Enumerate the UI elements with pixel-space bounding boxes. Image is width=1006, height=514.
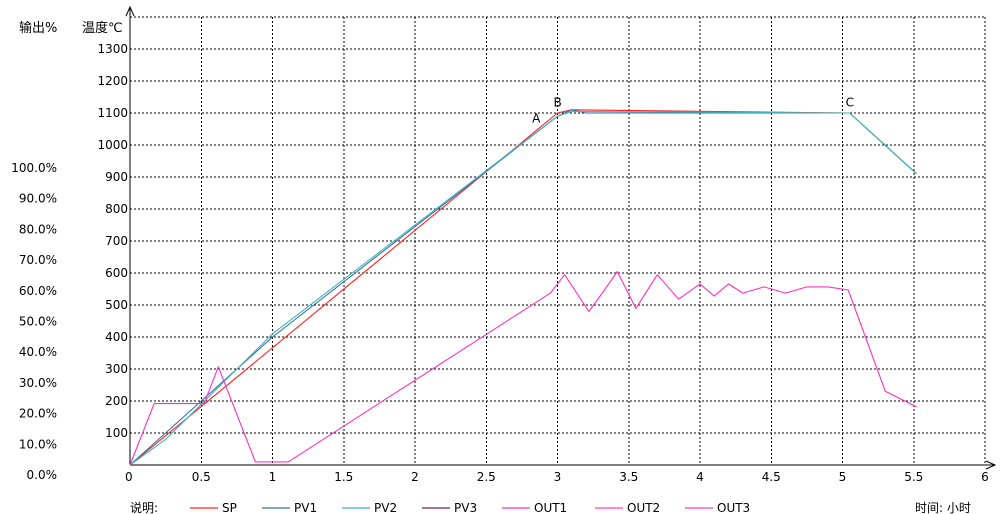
y-temp-tick-label: 900 [105, 170, 128, 184]
y-temp-tick-label: 200 [105, 394, 128, 408]
y-output-tick-label: 60.0% [19, 284, 57, 298]
y-output-tick-label: 0.0% [27, 468, 58, 482]
x-tick-label: 5.5 [904, 470, 923, 484]
grid [130, 16, 986, 465]
y-temp-tick-label: 400 [105, 330, 128, 344]
y-temp-tick-label: 100 [105, 426, 128, 440]
x-tick-label: 1 [269, 470, 277, 484]
y-temp-tick-label: 1200 [97, 74, 128, 88]
y-temp-tick-label: 1100 [97, 106, 128, 120]
y-axis-arrow [125, 5, 135, 17]
legend-label-pv1: PV1 [294, 501, 317, 514]
legend-label-out2: OUT2 [627, 501, 660, 514]
tick-labels: 100 200 300 400 500 600 700 800 900 1000 1100 1200 1… [11, 42, 989, 484]
output-axis-title: 输出% [19, 20, 57, 36]
y-output-tick-label: 10.0% [19, 437, 57, 451]
legend-label-pv2: PV2 [374, 501, 397, 514]
legend: SP PV1 PV2 PV3 OUT1 OUT2 OUT3 [190, 501, 750, 514]
point-label-a: A [532, 112, 541, 126]
series-line-pv2 [129, 110, 917, 466]
x-axis-arrow [985, 460, 997, 470]
legend-label-sp: SP [222, 501, 237, 514]
y-temp-tick-label: 300 [105, 362, 128, 376]
x-tick-label: 2.5 [477, 470, 496, 484]
x-tick-label: 0.5 [192, 470, 211, 484]
x-tick-label: 6 [981, 470, 989, 484]
y-output-tick-label: 20.0% [19, 407, 57, 421]
x-tick-label: 4.5 [762, 470, 781, 484]
point-label-c: C [846, 96, 854, 110]
legend-label-pv3: PV3 [454, 501, 477, 514]
series-line-out1 [129, 271, 917, 466]
legend-label-out3: OUT3 [717, 501, 750, 514]
y-temp-tick-label: 1300 [97, 42, 128, 56]
x-tick-label: 3.5 [619, 470, 638, 484]
x-tick-label: 0 [125, 470, 133, 484]
y-temp-tick-label: 600 [105, 266, 128, 280]
x-tick-label: 3 [554, 470, 562, 484]
series-line-pv1 [129, 109, 917, 466]
temperature-axis-title: 温度℃ [82, 20, 123, 36]
time-axis-title: 时间: 小时 [915, 501, 971, 514]
axes [125, 5, 997, 470]
series-line-sp [129, 109, 917, 466]
point-labels: AB C [532, 96, 854, 126]
x-tick-label: 1.5 [334, 470, 353, 484]
y-output-tick-label: 100.0% [11, 161, 57, 175]
y-output-tick-label: 50.0% [19, 315, 57, 329]
point-label-b: B [554, 96, 562, 110]
y-temp-tick-label: 500 [105, 298, 128, 312]
y-output-tick-label: 40.0% [19, 345, 57, 359]
x-tick-label: 5 [839, 470, 847, 484]
y-temp-tick-label: 700 [105, 234, 128, 248]
x-tick-label: 2 [411, 470, 419, 484]
y-output-tick-label: 30.0% [19, 376, 57, 390]
y-output-tick-label: 70.0% [19, 253, 57, 267]
y-temp-tick-label: 800 [105, 202, 128, 216]
x-tick-label: 4 [696, 470, 704, 484]
legend-title: 说明: [130, 500, 158, 514]
y-temp-tick-label: 1000 [97, 138, 128, 152]
series-lines [129, 109, 917, 466]
y-output-tick-label: 80.0% [19, 222, 57, 236]
y-output-tick-label: 90.0% [19, 192, 57, 206]
legend-label-out1: OUT1 [534, 501, 567, 514]
